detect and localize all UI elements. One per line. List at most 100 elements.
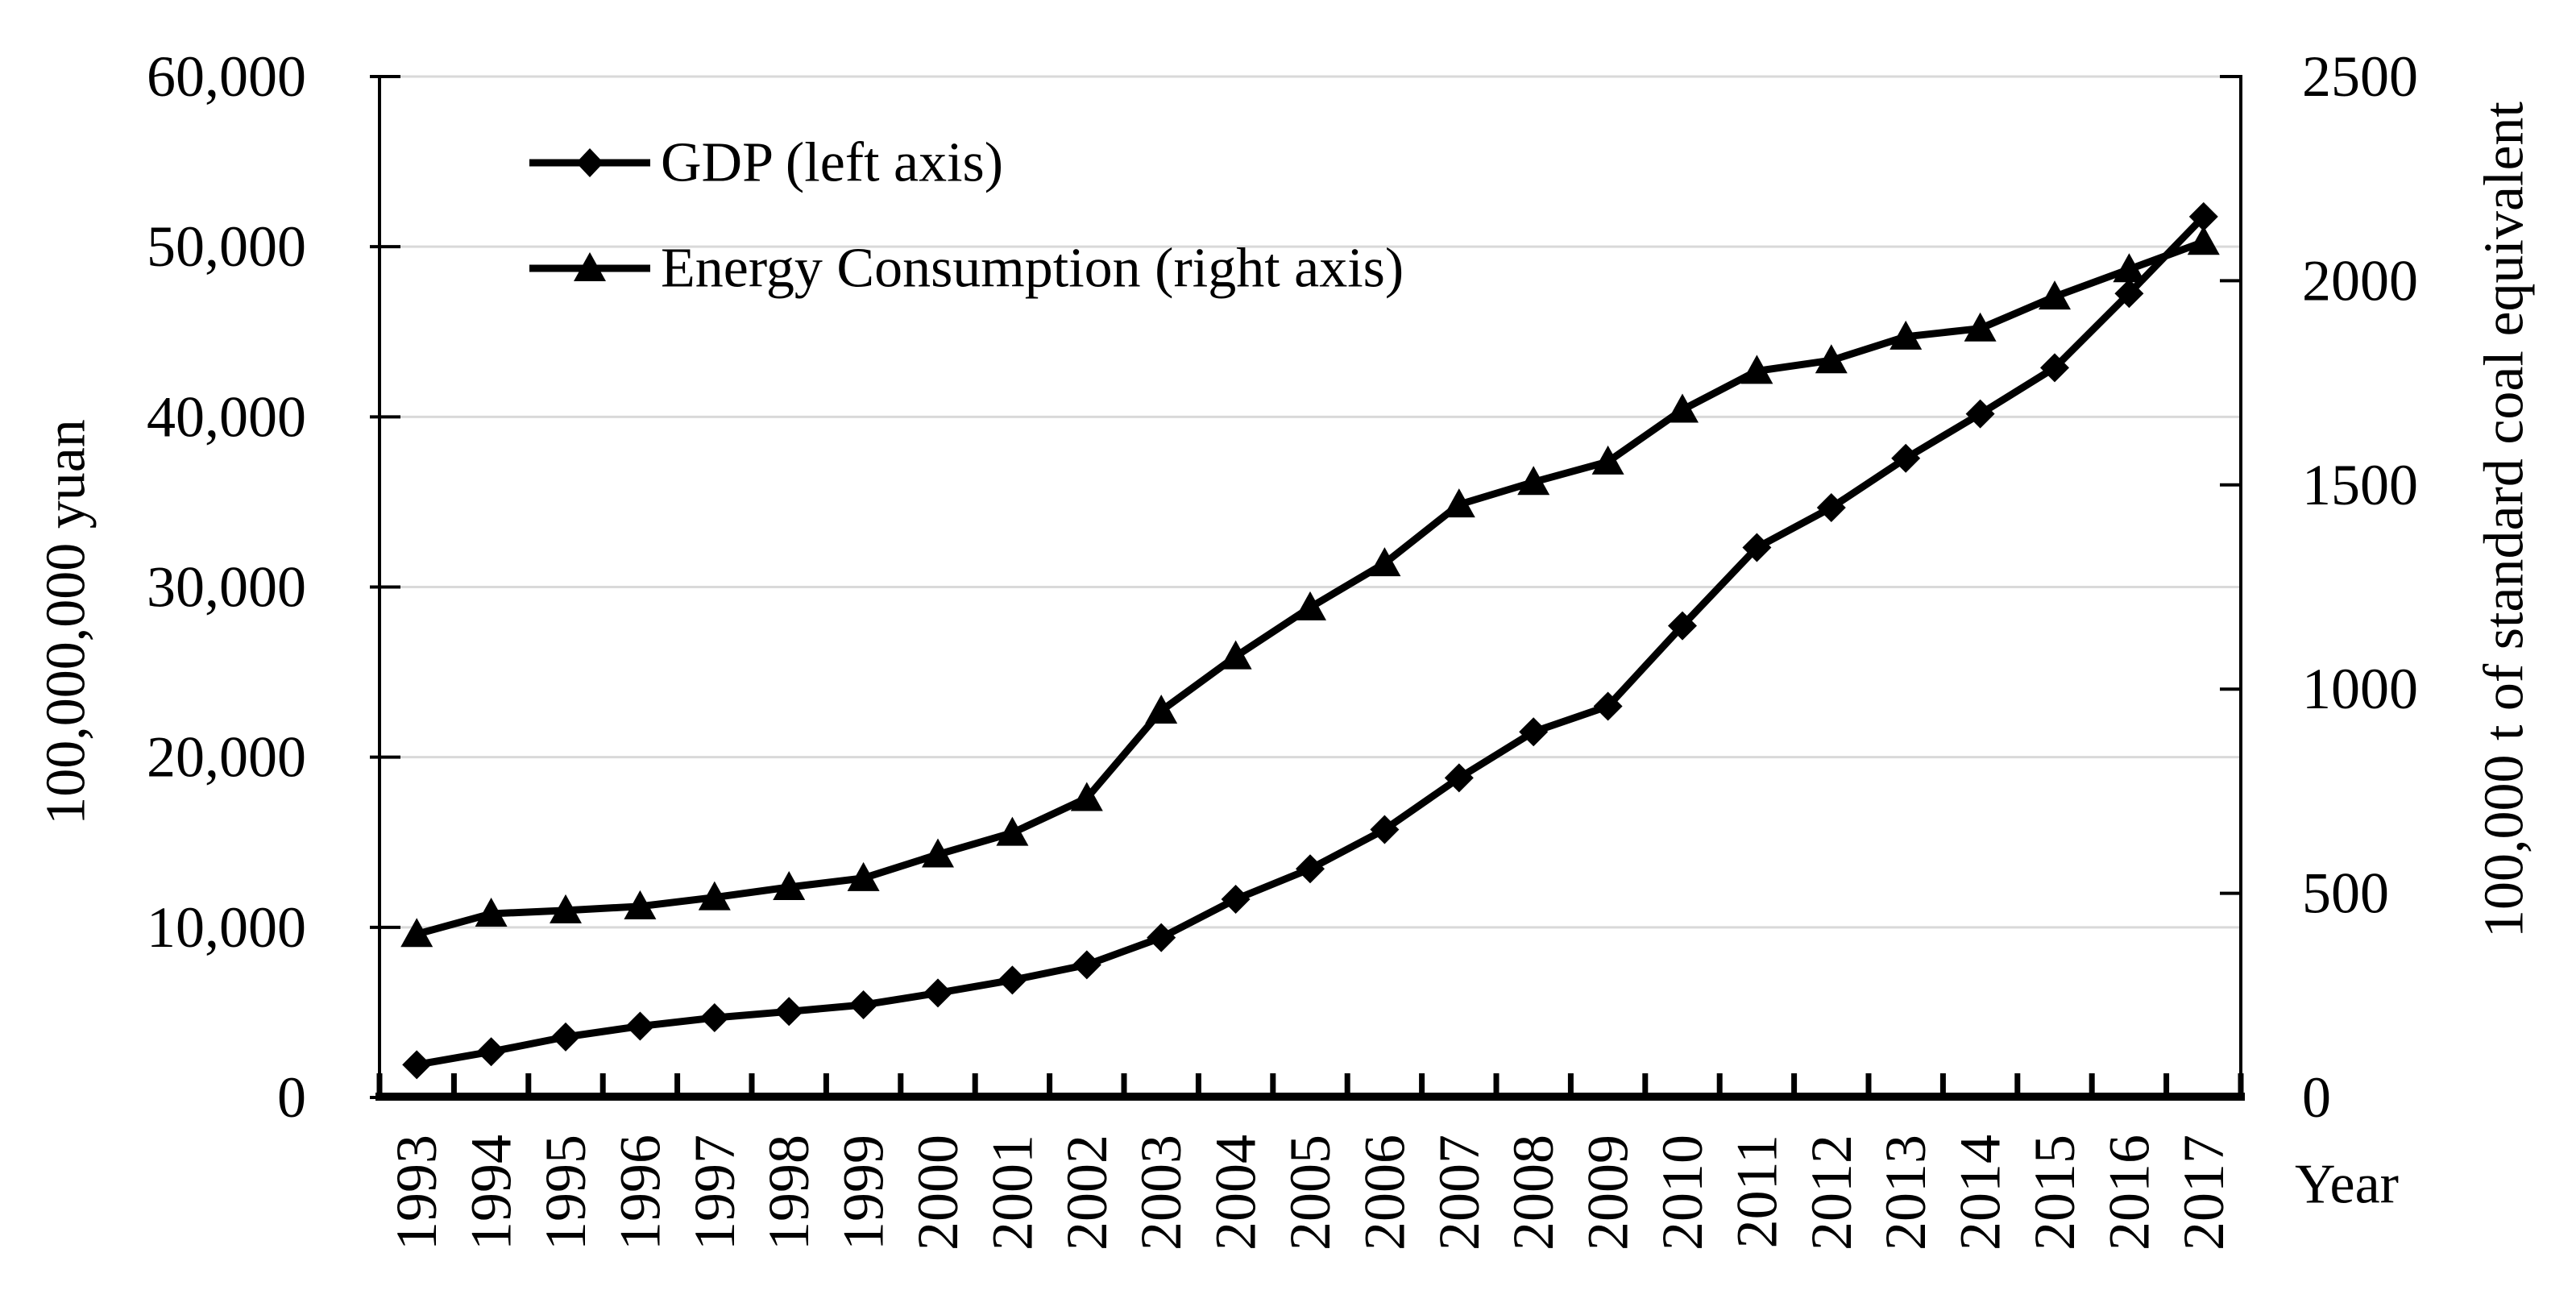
triangle-data-point-marker xyxy=(996,816,1029,846)
diamond-data-point-marker xyxy=(1965,399,1995,429)
x-axis-tick-label: 2002 xyxy=(1055,1135,1119,1251)
x-axis-tick-label: 1999 xyxy=(832,1135,896,1251)
triangle-data-point-marker xyxy=(2039,280,2071,310)
diamond-data-point-marker xyxy=(1370,815,1400,844)
left-axis-tick-label: 20,000 xyxy=(147,725,306,790)
right-axis-tick-label: 1000 xyxy=(2302,657,2418,721)
diamond-data-point-marker xyxy=(848,990,878,1020)
diamond-data-point-marker xyxy=(1072,950,1101,980)
x-axis-tick-label: 2011 xyxy=(1724,1135,1789,1248)
right-axis-tick-label: 1500 xyxy=(2302,453,2418,517)
legend-label-gdp: GDP (left axis) xyxy=(661,132,1003,194)
x-axis-tick-label: 1995 xyxy=(533,1135,598,1251)
x-axis-tick-label: 1997 xyxy=(682,1135,747,1251)
x-axis-tick-label: 2016 xyxy=(2097,1135,2161,1251)
x-axis-tick-label: 2017 xyxy=(2172,1135,2236,1251)
legend-entry-energy: Energy Consumption (right axis) xyxy=(529,238,1404,300)
triangle-data-point-marker xyxy=(1666,393,1699,423)
x-axis-tick-label: 1994 xyxy=(459,1135,524,1251)
triangle-data-point-marker xyxy=(1070,782,1103,811)
diamond-data-point-marker xyxy=(1444,763,1474,793)
diamond-data-point-marker xyxy=(402,1050,432,1080)
triangle-data-point-marker xyxy=(624,890,657,919)
right-axis-tick-label: 2500 xyxy=(2302,44,2418,109)
legend-entry-gdp: GDP (left axis) xyxy=(529,132,1003,194)
triangle-data-point-marker xyxy=(550,894,582,923)
diamond-data-point-marker xyxy=(2114,279,2144,309)
x-axis-tick-label: 2006 xyxy=(1352,1135,1417,1251)
triangle-data-point-marker xyxy=(1815,344,1848,374)
x-axis-tick-label: 2015 xyxy=(2022,1135,2087,1251)
diamond-data-point-marker xyxy=(774,997,804,1027)
left-axis-tick-label: 50,000 xyxy=(147,214,306,279)
left-axis-tick-label: 0 xyxy=(277,1065,306,1130)
x-axis-tick-label: 2007 xyxy=(1427,1135,1491,1251)
right-axis-tick-label: 500 xyxy=(2302,861,2389,926)
triangle-data-point-marker xyxy=(1368,547,1401,577)
diamond-marker-icon xyxy=(576,148,604,177)
triangle-data-point-marker xyxy=(1591,445,1624,475)
diamond-data-point-marker xyxy=(551,1022,580,1052)
left-axis-title: 100,000,000 yuan xyxy=(35,419,97,825)
triangle-data-point-marker xyxy=(2187,226,2220,255)
diamond-data-point-marker xyxy=(2188,201,2218,231)
legend-label-energy: Energy Consumption (right axis) xyxy=(661,238,1404,300)
triangle-data-point-marker xyxy=(1442,488,1475,518)
x-axis-tick-label: 2010 xyxy=(1650,1135,1715,1251)
x-axis-tick-label: 2013 xyxy=(1873,1135,1938,1251)
diamond-data-point-marker xyxy=(1147,923,1176,952)
right-axis-tick-label: 2000 xyxy=(2302,248,2418,313)
diamond-data-point-marker xyxy=(1296,854,1325,884)
x-axis-tick-label: 2009 xyxy=(1576,1135,1641,1251)
x-axis-tick-label: 2005 xyxy=(1278,1135,1342,1251)
x-axis-tick-label: 2004 xyxy=(1204,1135,1268,1251)
triangle-data-point-marker xyxy=(922,838,954,868)
diamond-data-point-marker xyxy=(2040,353,2069,383)
diamond-data-point-marker xyxy=(625,1011,655,1041)
legend: GDP (left axis) Energy Consumption (righ… xyxy=(529,132,1404,300)
triangle-data-point-marker xyxy=(1219,640,1252,670)
diamond-data-point-marker xyxy=(1593,691,1623,721)
triangle-data-point-marker xyxy=(698,881,731,911)
x-axis-tick-label: 2012 xyxy=(1799,1135,1864,1251)
diamond-data-point-marker xyxy=(1668,611,1697,641)
left-axis-tick-label: 30,000 xyxy=(147,555,306,620)
diamond-data-point-marker xyxy=(699,1003,729,1033)
x-axis-tick-label: 2001 xyxy=(980,1135,1044,1251)
triangle-data-point-marker xyxy=(400,918,433,948)
tick-labels: 0 10,000 20,000 30,000 40,000 50,000 60,000 0 50… xyxy=(147,44,2418,1251)
gridlines xyxy=(380,75,2241,929)
x-axis-tick-label: 2003 xyxy=(1129,1135,1193,1251)
left-axis-tick-label: 60,000 xyxy=(147,44,306,109)
series-layer xyxy=(400,201,2220,1080)
x-axis-tick-label: 1998 xyxy=(757,1135,821,1251)
triangle-data-point-marker xyxy=(1294,591,1326,620)
axes xyxy=(375,75,2245,1101)
diamond-data-point-marker xyxy=(998,965,1027,995)
series-line-gdp xyxy=(416,214,2207,1068)
right-axis-tick-label: 0 xyxy=(2302,1065,2331,1130)
diamond-data-point-marker xyxy=(1891,443,1921,473)
triangle-data-point-marker xyxy=(2113,253,2146,283)
triangle-data-point-marker xyxy=(475,897,508,927)
x-axis-tick-label: 2014 xyxy=(1948,1135,2013,1251)
x-axis-tick-label: 2008 xyxy=(1501,1135,1566,1251)
triangle-data-point-marker xyxy=(1517,466,1550,496)
left-axis-tick-label: 40,000 xyxy=(147,384,306,449)
diamond-data-point-marker xyxy=(1742,533,1772,562)
triangle-data-point-marker xyxy=(773,870,806,900)
x-axis-tick-label: 1996 xyxy=(608,1135,672,1251)
triangle-data-point-marker xyxy=(1964,312,1997,342)
right-axis-title: 100,000 t of standard coal equivalent xyxy=(2474,101,2536,938)
triangle-data-point-marker xyxy=(847,861,880,891)
x-axis-title: Year xyxy=(2295,1154,2399,1216)
triangle-marker-icon xyxy=(574,252,606,281)
x-axis-tick-label: 1993 xyxy=(384,1135,449,1251)
left-axis-tick-label: 10,000 xyxy=(147,895,306,960)
diamond-data-point-marker xyxy=(476,1037,506,1067)
diamond-data-point-marker xyxy=(923,978,952,1008)
triangle-data-point-marker xyxy=(1740,355,1773,384)
diamond-data-point-marker xyxy=(1519,717,1549,747)
